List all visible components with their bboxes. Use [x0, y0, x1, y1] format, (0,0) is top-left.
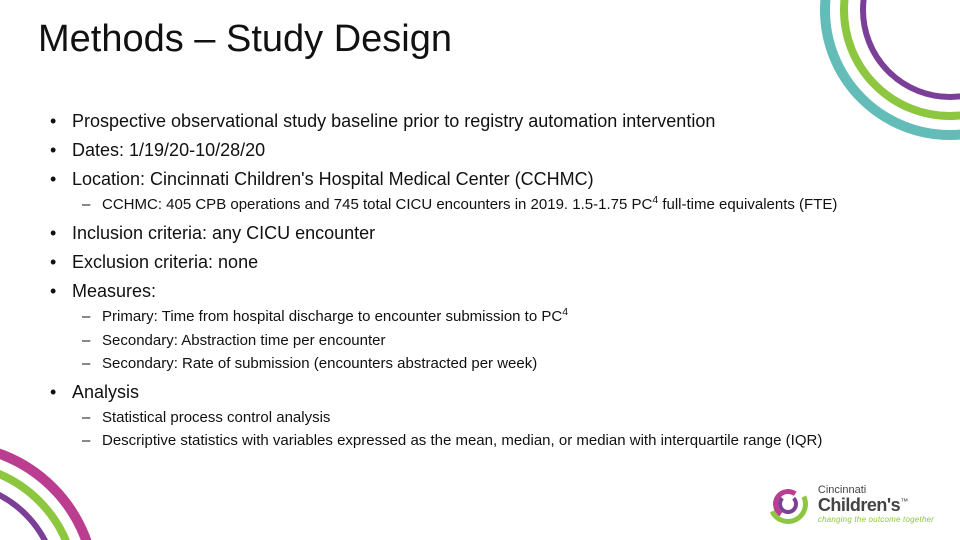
sub-bullet-item: CCHMC: 405 CPB operations and 745 total … — [72, 194, 928, 217]
arc-green — [0, 460, 80, 540]
bullet-item: Prospective observational study baseline… — [38, 108, 928, 134]
logo-line2: Children's™ — [818, 496, 934, 514]
sub-bullet-list: Primary: Time from hospital discharge to… — [72, 306, 928, 376]
sub-bullet-item: Secondary: Abstraction time per encounte… — [72, 330, 928, 353]
bullet-item: Exclusion criteria: none — [38, 249, 928, 275]
bullet-text: Measures: — [72, 281, 156, 301]
arc-purple — [860, 0, 960, 100]
bullet-item: Analysis Statistical process control anal… — [38, 379, 928, 453]
sub-bullet-list: CCHMC: 405 CPB operations and 745 total … — [72, 194, 928, 217]
arc-purple — [0, 480, 60, 540]
bullet-text: Analysis — [72, 382, 139, 402]
sub-bullet-item: Secondary: Rate of submission (encounter… — [72, 353, 928, 376]
sub-bullet-item: Descriptive statistics with variables ex… — [72, 430, 928, 453]
logo-line2-text: Children's — [818, 495, 900, 515]
slide-body: Prospective observational study baseline… — [38, 108, 928, 456]
bullet-text: Exclusion criteria: none — [72, 252, 258, 272]
bullet-item: Measures: Primary: Time from hospital dis… — [38, 278, 928, 376]
bullet-text: Inclusion criteria: any CICU encounter — [72, 223, 375, 243]
trademark-icon: ™ — [900, 497, 908, 506]
logo-tagline: changing the outcome together — [818, 516, 934, 524]
sub-bullet-list: Statistical process control analysisDesc… — [72, 407, 928, 453]
arc-green — [840, 0, 960, 120]
swirl-purple — [778, 494, 798, 514]
slide: Methods – Study Design Prospective obser… — [0, 0, 960, 540]
bullet-item: Dates: 1/19/20-10/28/20 — [38, 137, 928, 163]
sub-bullet-item: Primary: Time from hospital discharge to… — [72, 306, 928, 329]
bullet-item: Location: Cincinnati Children's Hospital… — [38, 166, 928, 217]
sub-bullet-item: Statistical process control analysis — [72, 407, 928, 430]
bullet-text: Location: Cincinnati Children's Hospital… — [72, 169, 594, 189]
bullet-list: Prospective observational study baseline… — [38, 108, 928, 453]
bullet-text: Prospective observational study baseline… — [72, 111, 715, 131]
logo: Cincinnati Children's™ changing the outc… — [766, 482, 934, 526]
bullet-text: Dates: 1/19/20-10/28/20 — [72, 140, 265, 160]
logo-text: Cincinnati Children's™ changing the outc… — [818, 485, 934, 524]
slide-title: Methods – Study Design — [38, 18, 452, 61]
logo-swirl-icon — [766, 482, 810, 526]
bullet-item: Inclusion criteria: any CICU encounter — [38, 220, 928, 246]
